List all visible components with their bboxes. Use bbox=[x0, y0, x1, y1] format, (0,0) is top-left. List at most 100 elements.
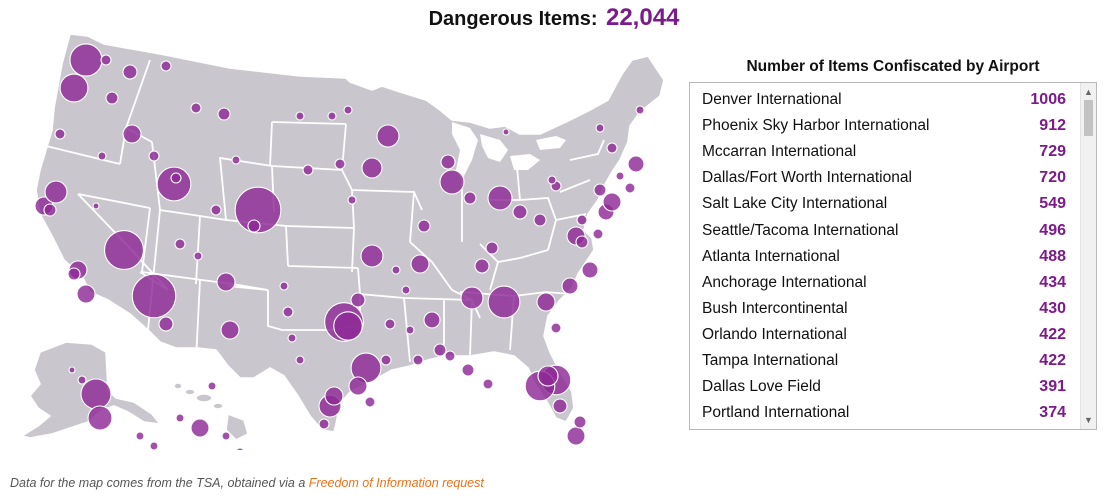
list-item[interactable]: Atlanta International 488 bbox=[690, 244, 1078, 270]
airport-bubble[interactable] bbox=[135, 431, 145, 441]
airport-bubble[interactable] bbox=[350, 292, 366, 308]
airport-bubble[interactable] bbox=[327, 111, 337, 121]
scrollbar[interactable]: ▲ ▼ bbox=[1080, 83, 1096, 429]
airport-bubble[interactable] bbox=[67, 267, 81, 281]
airport-bubble[interactable] bbox=[576, 214, 588, 226]
airport-list-box[interactable]: Denver International 1006 Phoenix Sky Harb… bbox=[689, 82, 1097, 430]
airport-bubble[interactable] bbox=[100, 54, 112, 66]
airport-bubble[interactable] bbox=[376, 124, 400, 148]
list-item[interactable]: Dallas/Fort Worth International 720 bbox=[690, 165, 1078, 191]
airport-bubble[interactable] bbox=[444, 350, 456, 362]
airport-bubble[interactable] bbox=[602, 192, 622, 212]
airport-bubble[interactable] bbox=[624, 182, 636, 194]
list-item[interactable]: Portland International 374 bbox=[690, 400, 1078, 426]
airport-bubble[interactable] bbox=[433, 343, 447, 357]
airport-bubble[interactable] bbox=[593, 183, 607, 197]
airport-bubble[interactable] bbox=[104, 230, 144, 270]
airport-bubble[interactable] bbox=[302, 164, 314, 176]
airport-bubble[interactable] bbox=[149, 441, 159, 450]
airport-bubble[interactable] bbox=[160, 60, 172, 72]
airport-bubble[interactable] bbox=[595, 123, 605, 133]
airport-bubble[interactable] bbox=[487, 185, 513, 211]
airport-bubble[interactable] bbox=[512, 204, 528, 220]
airport-bubble[interactable] bbox=[80, 378, 112, 410]
airport-bubble[interactable] bbox=[536, 292, 556, 312]
airport-bubble[interactable] bbox=[460, 286, 484, 310]
airport-bubble[interactable] bbox=[552, 398, 568, 414]
list-item[interactable]: Dallas Love Field 391 bbox=[690, 374, 1078, 400]
airport-bubble[interactable] bbox=[105, 91, 119, 105]
airport-bubble[interactable] bbox=[131, 273, 177, 319]
airport-bubble[interactable] bbox=[76, 284, 96, 304]
airport-bubble[interactable] bbox=[592, 228, 604, 240]
airport-bubble[interactable] bbox=[193, 251, 203, 261]
airport-bubble[interactable] bbox=[412, 354, 424, 366]
airport-bubble[interactable] bbox=[410, 254, 430, 274]
airport-bubble[interactable] bbox=[581, 261, 599, 279]
airport-bubble[interactable] bbox=[235, 447, 245, 450]
airport-bubble[interactable] bbox=[474, 258, 490, 274]
airport-bubble[interactable] bbox=[220, 320, 240, 340]
airport-bubble[interactable] bbox=[170, 172, 182, 184]
airport-bubble[interactable] bbox=[234, 186, 282, 234]
airport-bubble[interactable] bbox=[627, 155, 645, 173]
airport-bubble[interactable] bbox=[550, 322, 562, 334]
list-item[interactable]: Orlando International 422 bbox=[690, 322, 1078, 348]
airport-bubble[interactable] bbox=[361, 157, 383, 179]
airport-bubble[interactable] bbox=[59, 73, 89, 103]
list-item[interactable]: Denver International 1006 bbox=[690, 87, 1078, 113]
airport-bubble[interactable] bbox=[174, 238, 186, 250]
airport-bubble[interactable] bbox=[417, 219, 431, 233]
airport-bubble[interactable] bbox=[380, 354, 392, 366]
airport-bubble[interactable] bbox=[334, 158, 346, 170]
airport-bubble[interactable] bbox=[573, 415, 587, 429]
airport-bubble[interactable] bbox=[54, 128, 66, 140]
airport-bubble[interactable] bbox=[502, 128, 510, 136]
airport-bubble[interactable] bbox=[92, 202, 100, 210]
airport-bubble[interactable] bbox=[324, 386, 344, 406]
airport-bubble[interactable] bbox=[537, 365, 559, 387]
airport-bubble[interactable] bbox=[566, 426, 586, 446]
airport-bubble[interactable] bbox=[158, 316, 174, 332]
airport-bubble[interactable] bbox=[282, 306, 294, 318]
airport-bubble[interactable] bbox=[210, 204, 222, 216]
airport-bubble[interactable] bbox=[440, 154, 456, 170]
scroll-thumb[interactable] bbox=[1084, 100, 1093, 136]
foia-link[interactable]: Freedom of Information request bbox=[308, 476, 484, 490]
scroll-down-arrow-icon[interactable]: ▼ bbox=[1084, 415, 1093, 425]
airport-bubble[interactable] bbox=[575, 235, 589, 249]
airport-bubble[interactable] bbox=[122, 64, 138, 80]
airport-bubble[interactable] bbox=[190, 418, 210, 438]
airport-bubble[interactable] bbox=[77, 375, 87, 385]
airport-bubble[interactable] bbox=[68, 366, 76, 374]
airport-bubble[interactable] bbox=[287, 333, 297, 343]
airport-bubble[interactable] bbox=[561, 277, 579, 295]
airport-bubble[interactable] bbox=[43, 203, 57, 217]
airport-bubble[interactable] bbox=[482, 378, 494, 390]
airport-bubble[interactable] bbox=[207, 381, 217, 391]
airport-bubble[interactable] bbox=[216, 272, 236, 292]
airport-bubble[interactable] bbox=[221, 431, 231, 441]
list-item[interactable]: Mccarran International 729 bbox=[690, 139, 1078, 165]
airport-bubble[interactable] bbox=[423, 311, 441, 329]
airport-bubble[interactable] bbox=[190, 102, 202, 114]
airport-bubble[interactable] bbox=[360, 244, 384, 268]
airport-bubble[interactable] bbox=[461, 363, 475, 377]
airport-bubble[interactable] bbox=[347, 195, 357, 205]
airport-bubble[interactable] bbox=[635, 105, 645, 115]
airport-bubble[interactable] bbox=[231, 155, 241, 165]
scroll-up-arrow-icon[interactable]: ▲ bbox=[1084, 87, 1093, 97]
airport-bubble[interactable] bbox=[547, 175, 557, 185]
airport-bubble[interactable] bbox=[122, 124, 142, 144]
list-item[interactable]: Salt Lake City International 549 bbox=[690, 191, 1078, 217]
airport-bubble[interactable] bbox=[348, 376, 368, 396]
airport-bubble[interactable] bbox=[69, 43, 103, 77]
airport-bubble[interactable] bbox=[295, 355, 305, 365]
airport-bubble[interactable] bbox=[384, 318, 396, 330]
airport-bubble[interactable] bbox=[217, 107, 231, 121]
airport-bubble[interactable] bbox=[44, 180, 68, 204]
airport-bubble[interactable] bbox=[533, 213, 547, 227]
airport-bubble[interactable] bbox=[279, 281, 289, 291]
list-item[interactable]: Bush Intercontinental 430 bbox=[690, 296, 1078, 322]
airport-bubble[interactable] bbox=[247, 219, 261, 233]
